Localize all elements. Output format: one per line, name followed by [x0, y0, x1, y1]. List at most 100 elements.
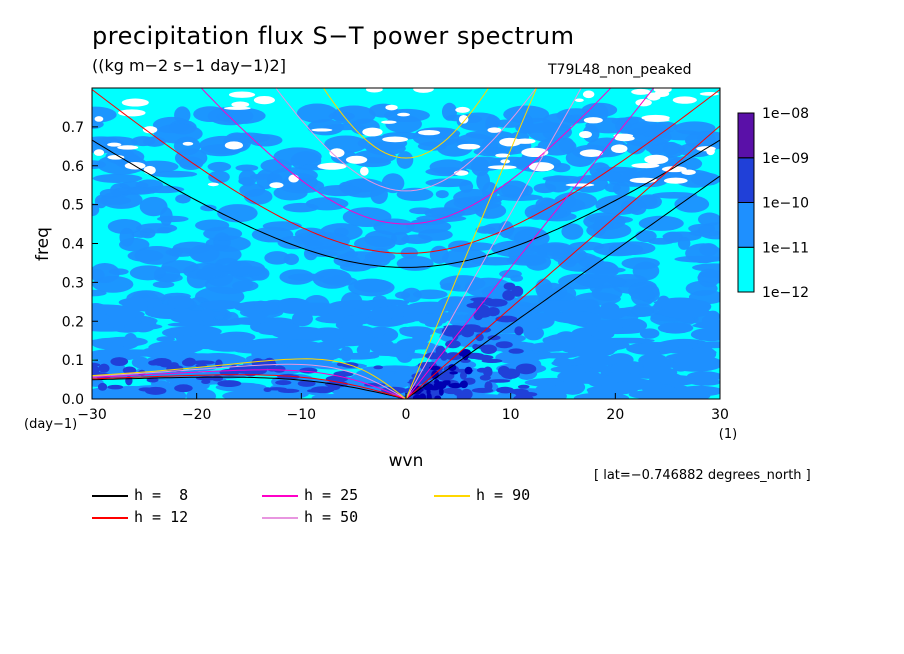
- heatmap-cell: [200, 204, 217, 212]
- heatmap-cell: [692, 322, 720, 329]
- heatmap-cell: [317, 162, 347, 170]
- heatmap-cell: [579, 149, 603, 157]
- heatmap-cell: [119, 227, 135, 247]
- legend-label: h = 25: [304, 486, 359, 504]
- legend-line: [434, 495, 470, 497]
- heatmap-cell: [173, 136, 201, 156]
- heatmap-cell: [271, 326, 327, 340]
- y-tick-label: 0.4: [62, 237, 84, 253]
- heatmap-cell: [507, 245, 547, 263]
- heatmap-cell: [215, 359, 223, 369]
- y-tick-label: 0.5: [62, 198, 84, 214]
- heatmap-cell: [397, 112, 410, 117]
- heatmap-cell: [381, 120, 397, 124]
- heatmap-cell: [182, 141, 194, 146]
- heatmap-cell: [536, 300, 594, 310]
- heatmap-cell: [394, 291, 411, 299]
- heatmap-cell: [591, 285, 623, 301]
- heatmap-cell: [253, 95, 275, 105]
- heatmap-cell: [482, 182, 498, 202]
- y-tick-label: 0.7: [62, 120, 84, 136]
- x-tick-label: 0: [402, 407, 411, 423]
- heatmap-cell: [569, 241, 605, 251]
- heatmap-cell: [489, 379, 511, 383]
- heatmap-cell: [297, 345, 343, 362]
- legend-label: h = 12: [134, 508, 189, 526]
- heatmap-cell: [390, 231, 410, 246]
- heatmap-cell: [604, 182, 621, 193]
- heatmap-cell: [217, 380, 242, 387]
- rossby-curve: [92, 363, 407, 399]
- heatmap-cell: [445, 340, 461, 349]
- y-axis-label: freq: [33, 227, 53, 261]
- chart-units: ((kg m−2 s−1 day−1)2]: [92, 56, 286, 75]
- heatmap-cell: [336, 352, 380, 360]
- heatmap-field: [92, 88, 720, 399]
- heatmap-cell: [522, 342, 537, 351]
- heatmap-cell: [565, 183, 595, 187]
- heatmap-cell: [117, 145, 139, 150]
- heatmap-cell: [495, 341, 513, 349]
- heatmap-cell: [495, 153, 510, 158]
- x-tick-label: 20: [606, 407, 624, 423]
- heatmap-cell: [511, 285, 524, 297]
- gravity-curve: [275, 88, 537, 192]
- heatmap-cell: [628, 200, 647, 215]
- heatmap-cell: [583, 261, 620, 280]
- heatmap-cell: [681, 169, 696, 175]
- legend: h = 8 h = 12 h = 25 h = 50 h = 90: [92, 486, 612, 530]
- heatmap-cell: [598, 309, 625, 320]
- heatmap-cell: [495, 315, 518, 323]
- heatmap-cell: [264, 251, 290, 265]
- heatmap-cell: [429, 385, 440, 391]
- heatmap-cell: [92, 262, 120, 283]
- heatmap-cell: [418, 129, 441, 136]
- gravity-curve: [200, 88, 612, 225]
- heatmap-cell: [460, 327, 475, 338]
- y-axis-unit: (day−1): [24, 417, 77, 432]
- heatmap-cell: [156, 336, 175, 342]
- heatmap-cell: [510, 274, 524, 282]
- heatmap-cell: [484, 298, 508, 307]
- heatmap-cell: [583, 117, 603, 124]
- heatmap-cell: [533, 352, 579, 359]
- heatmap-cell: [275, 297, 311, 314]
- legend-label: h = 90: [476, 486, 531, 504]
- heatmap-cell: [175, 194, 191, 204]
- heatmap-cell: [277, 388, 300, 393]
- heatmap-cell: [345, 155, 368, 164]
- heatmap-cell: [576, 275, 626, 288]
- heatmap-cell: [496, 184, 522, 198]
- heatmap-cell: [291, 311, 313, 327]
- heatmap-cell: [484, 381, 493, 392]
- gravity-curve: [92, 89, 720, 254]
- gravity-curve: [92, 139, 720, 268]
- heatmap-cell: [156, 215, 189, 223]
- heatmap-cell: [636, 343, 663, 354]
- heatmap-cell: [688, 223, 716, 234]
- heatmap-cell: [651, 191, 698, 199]
- heatmap-cell: [672, 96, 697, 104]
- heatmap-cell: [631, 88, 651, 95]
- heatmap-cell: [365, 88, 383, 93]
- heatmap-cell: [131, 136, 156, 147]
- heatmap-cell: [697, 268, 720, 288]
- heatmap-cell: [373, 218, 415, 236]
- heatmap-cell: [439, 275, 486, 292]
- heatmap-cell: [559, 137, 575, 154]
- legend-label: h = 50: [304, 508, 359, 526]
- heatmap-cell: [167, 295, 194, 309]
- heatmap-cell: [631, 163, 660, 169]
- heatmap-cell: [641, 333, 657, 339]
- x-tick-label: 30: [711, 407, 729, 423]
- heatmap-cell: [211, 375, 224, 382]
- kelvin-curve: [405, 88, 655, 399]
- heatmap-cell: [685, 243, 720, 264]
- heatmap-cell: [142, 126, 158, 134]
- heatmap-cell: [339, 262, 372, 272]
- heatmap-cell: [94, 116, 104, 122]
- heatmap-cell: [329, 148, 345, 158]
- heatmap-cell: [662, 231, 683, 243]
- heatmap-cell: [434, 395, 442, 399]
- heatmap-cell: [528, 162, 555, 172]
